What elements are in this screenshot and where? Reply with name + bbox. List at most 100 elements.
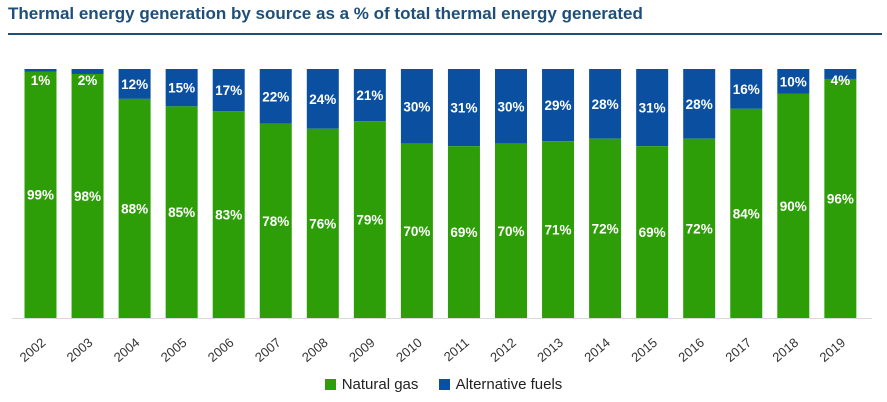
x-tick-label-2005: 2005 <box>158 335 190 365</box>
bar-natural-gas-2016 <box>683 138 716 318</box>
data-label-natural-gas-2013: 71% <box>545 223 572 238</box>
title-divider <box>8 33 882 35</box>
data-label-natural-gas-2015: 69% <box>639 225 666 240</box>
data-label-alternative-fuels-2010: 30% <box>403 99 430 114</box>
bar-natural-gas-2013 <box>542 141 575 318</box>
data-label-natural-gas-2008: 76% <box>309 216 336 231</box>
data-label-natural-gas-2007: 78% <box>262 214 289 229</box>
bar-natural-gas-2009 <box>353 121 386 318</box>
x-tick-label-2014: 2014 <box>581 335 613 365</box>
bar-alternative-fuels-2005 <box>165 69 198 107</box>
bar-alternative-fuels-2017 <box>730 69 763 109</box>
bar-alternative-fuels-2014 <box>589 69 622 139</box>
data-label-natural-gas-2002: 99% <box>27 188 54 203</box>
data-label-alternative-fuels-2015: 31% <box>639 101 666 116</box>
x-tick-label-2009: 2009 <box>346 335 378 365</box>
bar-natural-gas-2015 <box>636 146 669 318</box>
data-label-alternative-fuels-2018: 10% <box>780 74 807 89</box>
x-tick-label-2019: 2019 <box>816 335 848 365</box>
legend-label-alternative-fuels: Alternative fuels <box>455 375 563 393</box>
bar-alternative-fuels-2008 <box>306 69 339 129</box>
bar-natural-gas-2012 <box>495 143 527 318</box>
bar-alternative-fuels-2006 <box>212 69 245 112</box>
x-tick-label-2015: 2015 <box>628 335 660 365</box>
data-label-natural-gas-2010: 70% <box>403 224 430 239</box>
data-label-natural-gas-2019: 96% <box>827 191 854 206</box>
legend-swatch-natural-gas <box>324 378 336 390</box>
data-label-alternative-fuels-2007: 22% <box>262 89 289 104</box>
data-label-alternative-fuels-2009: 21% <box>356 88 383 103</box>
x-tick-label-2013: 2013 <box>534 335 566 365</box>
bar-alternative-fuels-2007 <box>259 69 292 124</box>
data-label-alternative-fuels-2016: 28% <box>686 97 713 112</box>
x-tick-label-2002: 2002 <box>17 335 49 365</box>
chart-title: Thermal energy generation by source as a… <box>8 4 643 23</box>
bar-natural-gas-2006 <box>212 111 245 318</box>
x-tick-label-2012: 2012 <box>487 335 519 365</box>
legend: Natural gas Alternative fuels <box>0 375 887 393</box>
bar-natural-gas-2002 <box>24 71 57 319</box>
data-label-alternative-fuels-2005: 15% <box>168 81 195 96</box>
data-label-natural-gas-2009: 79% <box>356 213 383 228</box>
data-label-alternative-fuels-2011: 31% <box>450 101 477 116</box>
bar-natural-gas-2018 <box>777 93 810 319</box>
data-label-natural-gas-2018: 90% <box>780 199 807 214</box>
data-label-natural-gas-2016: 72% <box>686 221 713 236</box>
data-label-natural-gas-2011: 69% <box>450 225 477 240</box>
x-tick-label-2008: 2008 <box>299 335 331 365</box>
bar-natural-gas-2011 <box>447 146 480 318</box>
bar-alternative-fuels-2016 <box>683 69 716 139</box>
x-tick-label-2003: 2003 <box>64 335 96 365</box>
data-label-alternative-fuels-2019: 4% <box>831 73 851 88</box>
bar-natural-gas-2014 <box>589 138 622 318</box>
bar-alternative-fuels-2018 <box>777 69 810 94</box>
data-label-alternative-fuels-2017: 16% <box>733 82 760 97</box>
bar-alternative-fuels-2003 <box>71 69 104 74</box>
data-label-natural-gas-2017: 84% <box>733 206 760 221</box>
data-label-natural-gas-2014: 72% <box>592 221 619 236</box>
data-label-alternative-fuels-2004: 12% <box>121 77 148 92</box>
data-label-alternative-fuels-2014: 28% <box>592 97 619 112</box>
data-label-natural-gas-2012: 70% <box>497 224 524 239</box>
bar-natural-gas-2019 <box>824 78 857 319</box>
data-label-alternative-fuels-2012: 30% <box>497 99 524 114</box>
data-label-natural-gas-2004: 88% <box>121 201 148 216</box>
bar-natural-gas-2005 <box>165 106 198 318</box>
x-tick-label-2011: 2011 <box>441 335 472 364</box>
data-label-alternative-fuels-2008: 24% <box>309 92 336 107</box>
legend-label-natural-gas: Natural gas <box>341 375 419 393</box>
bar-natural-gas-2004 <box>118 98 151 318</box>
bar-alternative-fuels-2019 <box>824 69 857 79</box>
x-tick-label-2016: 2016 <box>675 335 707 365</box>
bar-natural-gas-2007 <box>259 123 292 318</box>
bar-alternative-fuels-2011 <box>447 69 480 147</box>
bar-alternative-fuels-2013 <box>542 69 575 142</box>
data-label-alternative-fuels-2003: 2% <box>78 73 98 88</box>
bar-natural-gas-2003 <box>71 73 104 318</box>
x-tick-label-2007: 2007 <box>252 335 284 365</box>
data-label-alternative-fuels-2013: 29% <box>545 98 572 113</box>
x-tick-label-2004: 2004 <box>111 335 143 365</box>
bar-natural-gas-2008 <box>306 128 339 318</box>
legend-item-alternative-fuels: Alternative fuels <box>438 375 563 393</box>
bar-alternative-fuels-2010 <box>400 69 433 144</box>
bar-alternative-fuels-2002 <box>24 69 57 72</box>
bar-natural-gas-2017 <box>730 108 763 318</box>
bar-alternative-fuels-2015 <box>636 69 669 147</box>
bar-alternative-fuels-2012 <box>495 69 527 144</box>
x-tick-label-2010: 2010 <box>393 335 425 365</box>
x-tick-label-2018: 2018 <box>769 335 801 365</box>
x-tick-label-2017: 2017 <box>722 335 754 365</box>
legend-swatch-alternative-fuels <box>438 378 450 390</box>
data-label-natural-gas-2006: 83% <box>215 208 242 223</box>
data-label-alternative-fuels-2006: 17% <box>215 83 242 98</box>
data-label-natural-gas-2003: 98% <box>74 189 101 204</box>
bar-natural-gas-2010 <box>400 143 433 318</box>
data-label-alternative-fuels-2002: 1% <box>31 73 51 88</box>
legend-item-natural-gas: Natural gas <box>324 375 419 393</box>
bar-alternative-fuels-2009 <box>353 69 386 122</box>
x-tick-label-2006: 2006 <box>205 335 237 365</box>
data-label-natural-gas-2005: 85% <box>168 205 195 220</box>
bar-alternative-fuels-2004 <box>118 69 151 99</box>
